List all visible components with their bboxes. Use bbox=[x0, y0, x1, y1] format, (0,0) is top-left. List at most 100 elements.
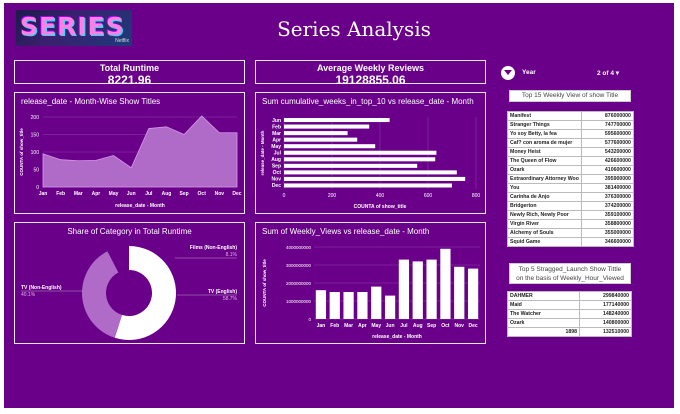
tv-english-pct: 58.7% bbox=[223, 296, 238, 302]
column bbox=[371, 286, 382, 319]
y-tick-label: 1000000000 bbox=[286, 299, 312, 304]
cumulative-weeks-chart: 0 200 400 600 800 JunFebMarAprMayJulAugSepOct… bbox=[260, 117, 481, 210]
table-row: Alchemy of Souls 355000000 bbox=[507, 228, 634, 238]
column bbox=[426, 259, 437, 319]
value-cell: 359100000 bbox=[580, 210, 634, 220]
value-cell: 381400000 bbox=[580, 183, 634, 193]
bar bbox=[284, 137, 358, 142]
y-tick-label: Jun bbox=[272, 118, 281, 124]
y-tick-label: 4000000000 bbox=[286, 245, 312, 250]
value-cell: 426600000 bbox=[580, 156, 634, 166]
top5-table: DAHMER 299840000 Maid 177140000 The Watcher 1… bbox=[507, 291, 632, 337]
show-title-cell: Ozark bbox=[507, 165, 582, 175]
y-tick-label: 2000000000 bbox=[286, 281, 312, 286]
weekly-views-panel: Sum of Weekly_Views vs release_date - Mo… bbox=[255, 222, 486, 344]
table-row: The Queen of Flow 426600000 bbox=[507, 156, 634, 166]
value-cell: 747700000 bbox=[580, 120, 634, 130]
category-share-panel: Share of Category in Total Runtime Films… bbox=[14, 222, 245, 344]
show-title-cell: Extraordinary Attorney Woo bbox=[507, 174, 582, 184]
table-row: Maid 177140000 bbox=[507, 300, 632, 310]
y-axis-title: release_date - Month bbox=[260, 130, 265, 175]
y-tick-label: Feb bbox=[272, 124, 281, 130]
tv-english-label: TV (English) bbox=[208, 289, 238, 295]
table-row: Manifest 876000000 bbox=[507, 111, 634, 121]
bar bbox=[284, 150, 437, 155]
y-tick-label: Sep bbox=[272, 164, 281, 170]
cumulative-weeks-title: Sum cumulative_weeks_in_top_10 vs releas… bbox=[262, 97, 474, 106]
year-filter-label[interactable]: Year bbox=[522, 69, 536, 76]
y-tick-label: 100 bbox=[31, 150, 40, 156]
show-title-cell: You bbox=[507, 183, 582, 193]
column bbox=[398, 259, 410, 319]
show-title-cell: Manifest bbox=[507, 111, 582, 121]
top15-table: Manifest 876000000 Stranger Things 74770000… bbox=[507, 111, 634, 247]
slice-tv-non-english bbox=[81, 251, 123, 338]
avg-weekly-reviews-value: 19128855.06 bbox=[335, 73, 406, 87]
value-cell: 543200000 bbox=[580, 147, 634, 157]
table-row: Stranger Things 747700000 bbox=[507, 120, 634, 130]
table-row: Newly Rich, Newly Poor 359100000 bbox=[507, 210, 634, 220]
y-tick-label: 3000000000 bbox=[286, 263, 312, 268]
y-tick-label: May bbox=[271, 144, 281, 150]
page-title: Series Analysis bbox=[277, 17, 431, 41]
column bbox=[440, 248, 451, 319]
x-tick-label: 200 bbox=[328, 193, 337, 199]
category-share-title: Share of Category in Total Runtime bbox=[67, 227, 192, 236]
logo-subtext: Netflix bbox=[115, 38, 129, 44]
x-tick-label: Jan bbox=[39, 191, 48, 197]
bar bbox=[284, 163, 418, 168]
table-row: Ozark 140800000 bbox=[507, 318, 632, 328]
value-cell: 177140000 bbox=[579, 300, 632, 310]
show-title-cell: Ozark bbox=[507, 318, 580, 328]
x-tick-label: Apr bbox=[358, 323, 367, 329]
y-tick-label: Jul bbox=[274, 151, 282, 157]
avg-weekly-reviews-card: Average Weekly Reviews 19128855.06 bbox=[255, 60, 486, 87]
value-cell: 577600000 bbox=[580, 138, 634, 148]
y-tick-label: 50 bbox=[33, 168, 39, 174]
show-title-cell: Maid bbox=[507, 300, 580, 310]
top5-title: Top 5 Stragged_Launch Show Tittle on the… bbox=[509, 263, 631, 284]
bar bbox=[284, 118, 390, 123]
dashboard-canvas: SERIES Netflix Series Analysis Total Run… bbox=[4, 3, 674, 408]
bar bbox=[284, 131, 348, 136]
table-row: Ozark 410600000 bbox=[507, 165, 634, 175]
show-title-cell: 1898 bbox=[507, 327, 580, 337]
table-row: Virgin River 358800000 bbox=[507, 219, 634, 229]
filter-pager[interactable]: 2 of 4 ▾ bbox=[597, 70, 620, 77]
tv-non-english-pct: 40.1% bbox=[21, 292, 36, 298]
x-tick-label: Jan bbox=[317, 323, 326, 329]
column bbox=[315, 290, 327, 319]
table-row: DAHMER 299840000 bbox=[507, 291, 632, 301]
table-row: The Watcher 148240000 bbox=[507, 309, 632, 319]
column bbox=[454, 266, 465, 319]
show-title-cell: Money Heist bbox=[507, 147, 582, 157]
weekly-views-chart: 0 1000000000 2000000000 3000000000 400000000… bbox=[262, 245, 480, 340]
series-logo: SERIES Netflix bbox=[16, 10, 132, 46]
table-row: Squid Game 346600000 bbox=[507, 237, 634, 247]
table-row: Money Heist 543200000 bbox=[507, 147, 634, 157]
slice-tv-english bbox=[114, 246, 176, 340]
bar bbox=[284, 144, 376, 149]
total-runtime-card: Total Runtime 8221.96 bbox=[14, 60, 245, 87]
year-filter[interactable]: Year 2 of 4 ▾ bbox=[501, 65, 631, 85]
y-tick-label: Aug bbox=[271, 157, 281, 163]
top15-title: Top 15 Weekly View of show Title bbox=[509, 90, 631, 102]
category-share-chart: Films (Non-English)8.1% TV (Non-English)4… bbox=[21, 245, 238, 340]
table-row: 1898 132510000 bbox=[507, 327, 632, 337]
bar bbox=[284, 157, 436, 162]
show-title-cell: Carinha de Anjo bbox=[507, 192, 582, 202]
filter-icon[interactable] bbox=[501, 66, 515, 80]
y-tick-label: Dec bbox=[272, 183, 281, 189]
x-tick-label: Nov bbox=[455, 323, 465, 329]
x-tick-label: Jun bbox=[127, 191, 136, 197]
x-tick-label: Jun bbox=[386, 323, 395, 329]
x-tick-label: Apr bbox=[92, 191, 101, 197]
bar bbox=[284, 176, 466, 181]
show-title-cell: Caf? con aroma de mujer bbox=[507, 138, 582, 148]
y-axis-title: COUNTA of show_title bbox=[262, 259, 267, 307]
logo-text: SERIES bbox=[20, 12, 125, 41]
value-cell: 395900000 bbox=[580, 174, 634, 184]
x-tick-label: 800 bbox=[472, 193, 481, 199]
x-tick-label: Mar bbox=[344, 323, 353, 329]
top5-title-line2: on the basis of Weekly_Hour_Viewed bbox=[516, 275, 624, 282]
